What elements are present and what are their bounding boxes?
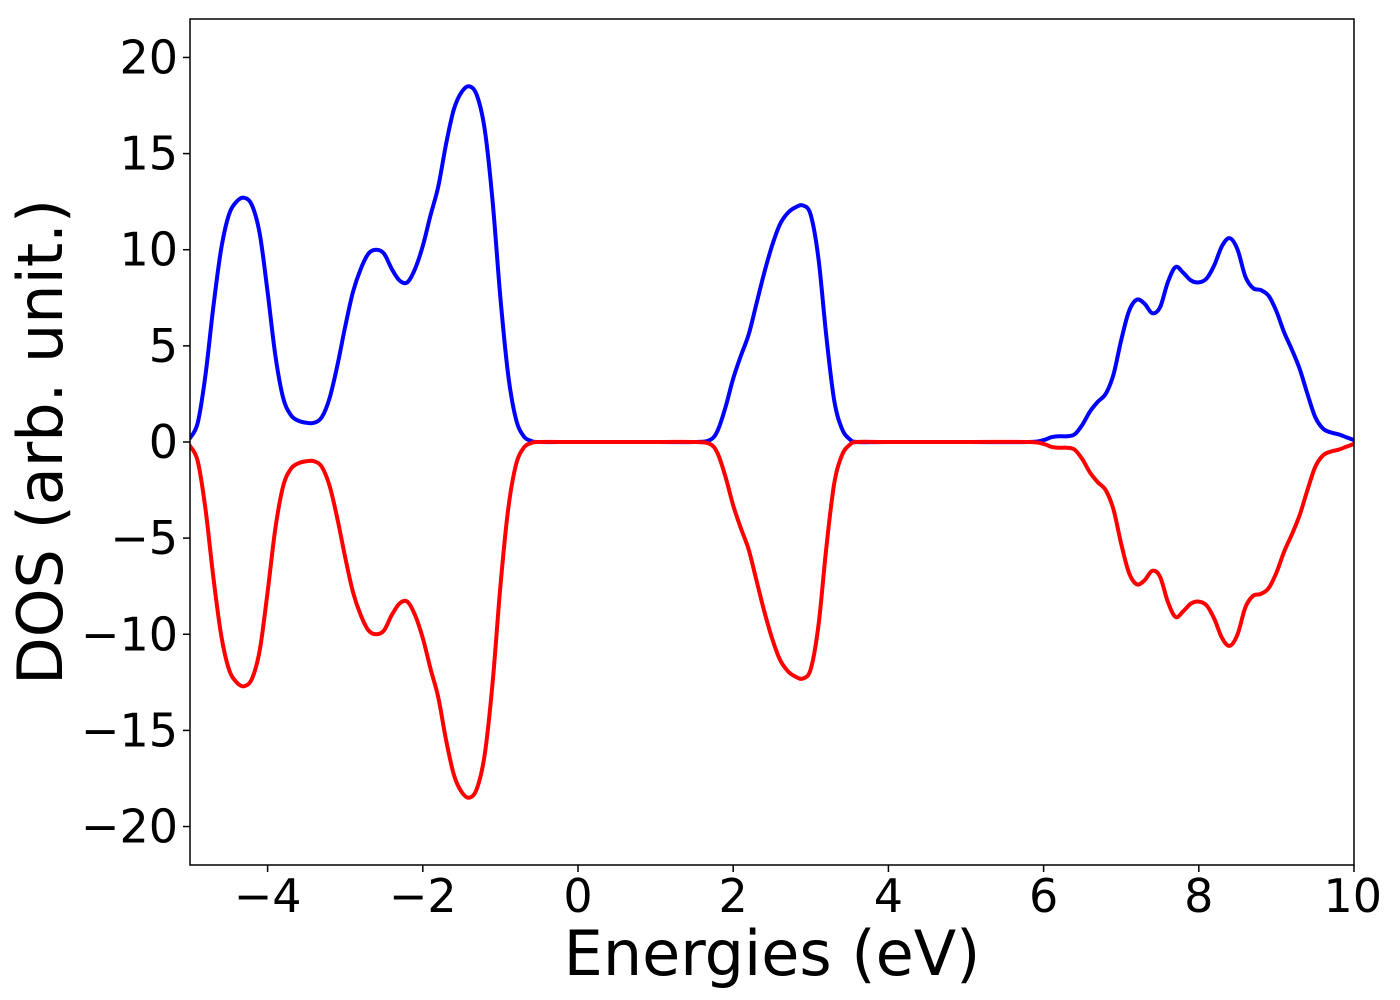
y-tick-label: 5 bbox=[149, 319, 178, 373]
y-tick-label: −20 bbox=[81, 800, 178, 854]
x-tick-label: 10 bbox=[1323, 869, 1382, 923]
x-axis: −4 −2 0 2 4 6 8 10 bbox=[234, 865, 1382, 923]
y-tick-label: 15 bbox=[119, 127, 178, 181]
x-tick-label: 6 bbox=[1029, 869, 1058, 923]
series-line-1 bbox=[190, 84, 1354, 445]
x-tick-label: −4 bbox=[234, 869, 302, 923]
x-tick-label: 2 bbox=[719, 869, 748, 923]
y-axis-title: DOS (arb. unit.) bbox=[4, 199, 77, 685]
x-tick-label: 8 bbox=[1184, 869, 1213, 923]
y-axis: 20 15 10 5 0 −5 −10 −15 −20 bbox=[81, 30, 190, 854]
y-tick-label: 0 bbox=[149, 415, 178, 469]
x-tick-label: 0 bbox=[563, 869, 592, 923]
y-tick-label: 20 bbox=[119, 30, 178, 84]
series-layer bbox=[190, 84, 1354, 800]
x-tick-label: 4 bbox=[874, 869, 903, 923]
series-line-2 bbox=[190, 439, 1354, 800]
y-tick-label: −5 bbox=[110, 511, 178, 565]
y-tick-label: 10 bbox=[119, 223, 178, 277]
plot-frame bbox=[189, 18, 1355, 866]
y-tick-label: −10 bbox=[81, 607, 178, 661]
x-tick-label: −2 bbox=[389, 869, 457, 923]
x-axis-title: Energies (eV) bbox=[564, 917, 981, 990]
y-tick-label: −15 bbox=[81, 703, 178, 757]
